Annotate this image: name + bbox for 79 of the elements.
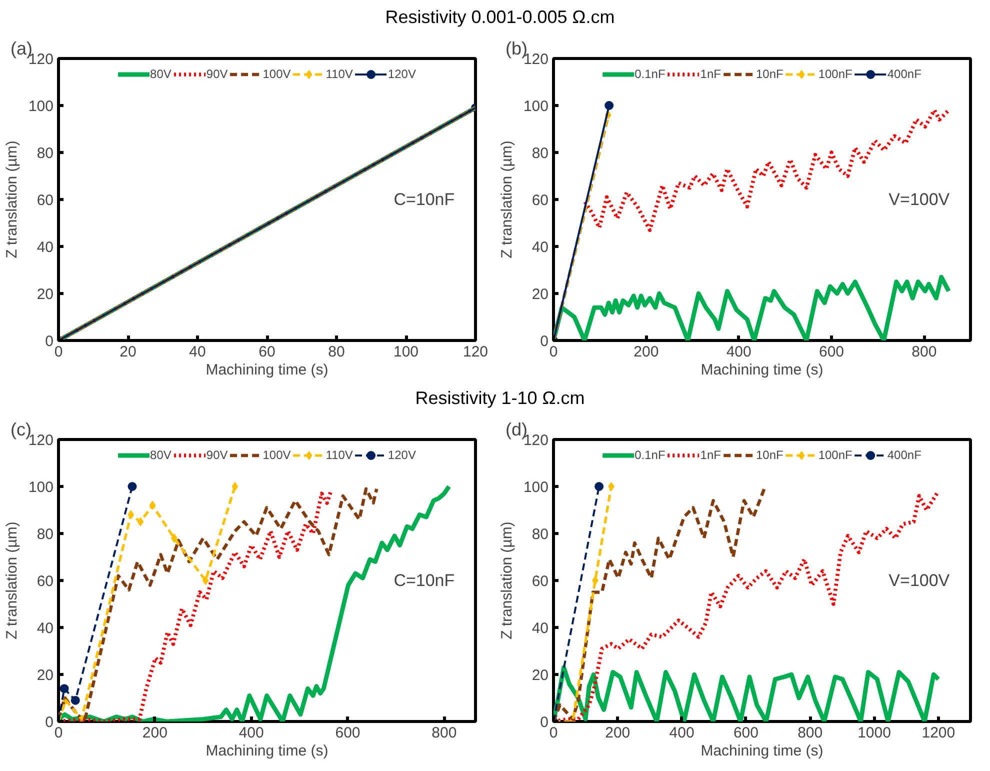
x-tick-label: 200	[605, 724, 630, 742]
annotation: C=10nF	[394, 190, 455, 209]
y-tick-label: 60	[36, 192, 54, 209]
chart-title: Resistivity 1-10 Ω.cm	[415, 387, 585, 410]
y-tick-label: 100	[28, 98, 54, 115]
legend-label: 1nF	[700, 67, 721, 81]
y-tick-label: 80	[36, 145, 54, 162]
x-tick-label: 60	[258, 344, 276, 360]
y-tick-label: 0	[540, 333, 548, 350]
legend-label: 10nF	[756, 448, 784, 462]
x-axis-title: Machining time (s)	[206, 742, 328, 760]
annotation: V=100V	[888, 571, 950, 590]
x-tick-label: 20	[120, 344, 136, 360]
y-tick-label: 80	[532, 145, 549, 162]
x-tick-label: 400	[238, 724, 264, 742]
x-tick-label: 200	[634, 344, 659, 360]
legend-label: 100V	[262, 448, 291, 462]
annotation: V=100V	[888, 190, 950, 209]
legend-label: 110V	[326, 67, 353, 81]
y-tick-label: 40	[36, 620, 54, 637]
y-tick-label: 20	[532, 667, 549, 684]
legend-label: 100nF	[818, 67, 852, 81]
x-tick-label: 800	[912, 344, 937, 360]
x-tick-label: 600	[335, 724, 360, 742]
legend-label: 0.1nF	[634, 67, 666, 81]
y-axis-title: Z translation (µm)	[498, 140, 516, 258]
x-tick-label: 200	[142, 724, 168, 742]
x-tick-label: 800	[798, 724, 823, 742]
annotation: C=10nF	[394, 571, 455, 590]
legend-label: 0.1nF	[634, 448, 666, 462]
x-tick-label: 1000	[858, 724, 891, 742]
y-tick-label: 20	[36, 667, 54, 684]
legend-label: 400nF	[887, 448, 922, 462]
legend-label: 400nF	[887, 67, 922, 81]
legend-label: 80V	[150, 67, 172, 81]
x-axis-title: Machining time (s)	[206, 362, 328, 378]
legend-label: 100V	[262, 67, 291, 81]
legend-label: 110V	[326, 448, 353, 462]
y-tick-label: 60	[532, 192, 549, 209]
chart-title: Resistivity 0.001-0.005 Ω.cm	[385, 6, 615, 29]
y-axis-title: Z translation (µm)	[3, 140, 20, 258]
legend-label: 120V	[388, 67, 416, 81]
x-tick-label: 120	[462, 344, 488, 360]
x-tick-label: 600	[733, 724, 758, 742]
x-axis-title: Machining time (s)	[700, 362, 824, 378]
x-tick-label: 600	[818, 344, 844, 360]
y-tick-label: 20	[36, 286, 54, 303]
x-tick-label: 80	[328, 344, 345, 360]
legend-label: 90V	[206, 67, 228, 81]
text: (c)	[10, 420, 32, 440]
y-tick-label: 40	[36, 239, 54, 256]
x-tick-label: 1200	[922, 724, 956, 742]
legend-label: 10nF	[756, 67, 784, 81]
y-tick-label: 100	[523, 479, 549, 496]
y-tick-label: 100	[523, 98, 549, 115]
y-tick-label: 20	[532, 286, 549, 303]
x-tick-label: 400	[669, 724, 694, 742]
y-tick-label: 100	[28, 479, 54, 496]
legend-label: 80V	[150, 448, 172, 462]
y-tick-label: 80	[532, 526, 549, 543]
y-tick-label: 0	[45, 333, 54, 350]
x-tick-label: 100	[393, 344, 419, 360]
legend-label: 100nF	[818, 448, 852, 462]
legend-label: 120V	[388, 448, 416, 462]
legend-label: 1nF	[700, 448, 721, 462]
y-axis-title: Z translation (µm)	[498, 522, 516, 640]
y-axis-title: Z translation (µm)	[3, 522, 20, 640]
y-tick-label: 40	[532, 239, 549, 256]
x-tick-label: 40	[189, 344, 206, 360]
x-axis-title: Machining time (s)	[700, 742, 824, 760]
x-tick-label: 400	[726, 344, 752, 360]
y-tick-label: 60	[532, 573, 549, 590]
y-tick-label: 80	[36, 526, 54, 543]
legend-label: 90V	[206, 448, 228, 462]
y-tick-label: 0	[45, 714, 54, 731]
y-tick-label: 0	[540, 714, 548, 731]
y-tick-label: 60	[36, 573, 54, 590]
x-tick-label: 800	[432, 724, 457, 742]
y-tick-label: 40	[532, 620, 549, 637]
